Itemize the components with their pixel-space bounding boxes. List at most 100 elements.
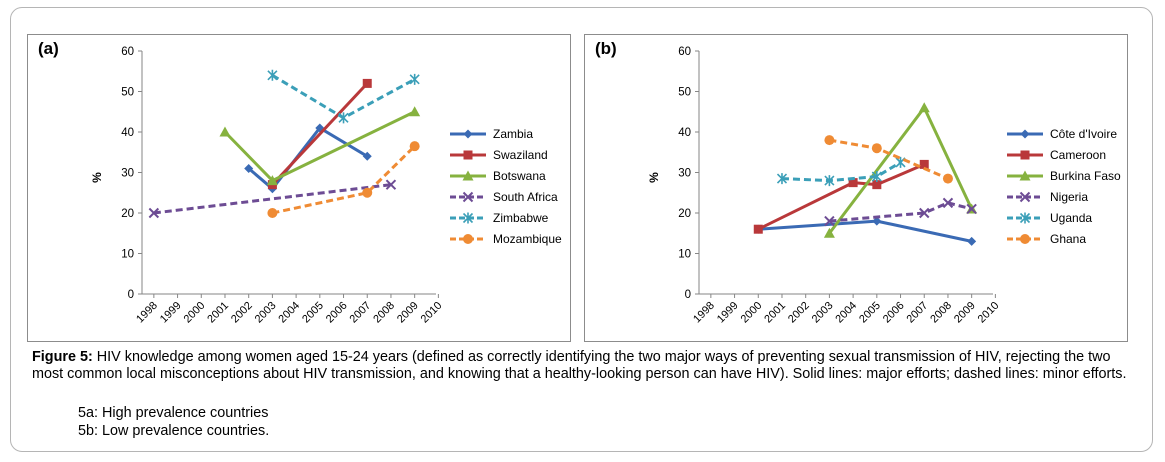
data-point-zimbabwe: [267, 69, 278, 81]
x-tick-label: 2007: [348, 300, 374, 326]
data-point-south-africa: [148, 207, 160, 219]
y-tick-label: 60: [121, 46, 134, 58]
panel-label-a: (a): [38, 39, 59, 58]
x-tick-label: 2001: [205, 300, 231, 326]
y-tick-label: 40: [121, 127, 134, 139]
chart-panel-a: 0 10 20 30 40 50 60% 1998 1999 2000 2001 2002 2003 20…: [27, 34, 571, 342]
data-point-cote-d-ivoire: [967, 236, 977, 246]
legend-marker: [462, 212, 474, 224]
series-uganda: [776, 156, 906, 187]
y-tick-label: 50: [121, 87, 134, 99]
data-point-mozambique: [267, 208, 278, 218]
legend-item-botswana: Botswana: [450, 169, 546, 183]
series-cote-d-ivoire: [753, 216, 977, 246]
legend-item-zimbabwe: Zimbabwe: [450, 211, 549, 225]
data-point-cote-d-ivoire: [872, 216, 882, 226]
x-tick-label: 2002: [786, 300, 812, 326]
data-point-ghana: [871, 143, 882, 154]
data-point-nigeria: [824, 215, 835, 227]
legend-marker: [463, 150, 473, 160]
data-point-nigeria: [919, 207, 930, 219]
x-tick-label: 1998: [691, 300, 717, 326]
legend-label: Mozambique: [493, 232, 562, 246]
data-point-ghana: [824, 135, 835, 146]
legend-label: Uganda: [1050, 211, 1092, 225]
x-tick-label: 2003: [810, 300, 836, 326]
data-point-ghana: [942, 173, 953, 184]
legend-label: Burkina Faso: [1050, 169, 1121, 183]
x-tick-label: 2005: [300, 300, 326, 326]
x-tick-label: 2010: [419, 300, 445, 326]
x-tick-label: 1998: [134, 300, 160, 326]
data-point-mozambique: [409, 141, 420, 152]
x-tick-label: 2008: [371, 300, 397, 326]
legend-item-cote-d-ivoire: Côte d'Ivoire: [1007, 127, 1117, 141]
data-point-uganda: [776, 173, 788, 185]
series-ghana: [824, 135, 953, 184]
x-tick-label: 1999: [715, 300, 741, 326]
series-line-uganda: [781, 161, 902, 183]
series-line-zambia: [247, 126, 369, 191]
legend-item-south-africa: South Africa: [450, 190, 558, 204]
y-tick-label: 10: [121, 249, 134, 261]
y-tick-label: 20: [121, 208, 134, 220]
y-tick-label: 50: [678, 87, 691, 99]
data-point-burkina-faso: [823, 227, 835, 238]
series-line-cote-d-ivoire: [758, 219, 972, 243]
data-point-cameroon: [753, 224, 763, 234]
legend-label: Cameroon: [1050, 148, 1106, 162]
legend-item-zambia: Zambia: [450, 127, 533, 141]
data-point-nigeria: [942, 197, 954, 209]
legend-label: Côte d'Ivoire: [1050, 127, 1117, 141]
legend-item-cameroon: Cameroon: [1007, 148, 1106, 162]
legend-marker: [1020, 150, 1030, 160]
data-point-cameroon: [872, 180, 882, 190]
x-tick-label: 2004: [276, 300, 302, 326]
legend-item-burkina-faso: Burkina Faso: [1007, 169, 1121, 183]
subcaption-b: 5b: Low prevalence countries.: [78, 423, 270, 439]
y-tick-label: 30: [121, 168, 134, 180]
legend-marker: [462, 191, 474, 203]
series-line-mozambique: [272, 145, 416, 215]
series-nigeria: [824, 197, 977, 227]
y-axis-label: %: [90, 172, 104, 183]
series-line-cameroon: [757, 163, 925, 231]
x-tick-label: 2010: [976, 300, 1002, 326]
series-burkina-faso: [823, 102, 978, 238]
data-point-zambia: [362, 151, 372, 161]
x-tick-label: 2001: [762, 300, 788, 326]
legend-item-uganda: Uganda: [1007, 211, 1092, 225]
y-tick-label: 60: [678, 46, 691, 58]
data-point-nigeria: [966, 203, 977, 215]
series-south-africa: [148, 179, 397, 219]
y-axis-label: %: [647, 172, 661, 183]
figure-label: Figure 5:: [32, 349, 93, 365]
data-point-botswana: [409, 106, 421, 117]
legend-marker: [463, 234, 473, 244]
legend-item-nigeria: Nigeria: [1007, 190, 1088, 204]
y-tick-label: 20: [678, 208, 691, 220]
series-botswana: [219, 106, 421, 186]
series-line-botswana: [223, 110, 416, 183]
x-tick-label: 2008: [928, 300, 954, 326]
line-chart-b: 0102030405060%19981999200020012002200320…: [647, 46, 1121, 326]
data-point-south-africa: [385, 179, 397, 190]
legend-marker: [463, 129, 473, 139]
legend-label: South Africa: [493, 190, 558, 204]
x-tick-label: 2009: [395, 300, 421, 326]
figure-caption-text: HIV knowledge among women aged 15-24 yea…: [32, 349, 1127, 382]
x-tick-label: 2003: [253, 300, 279, 326]
y-tick-label: 0: [685, 289, 691, 301]
data-point-zimbabwe: [409, 73, 420, 85]
series-line-zimbabwe: [271, 74, 416, 120]
legend-item-ghana: Ghana: [1007, 232, 1086, 246]
series-line-south-africa: [153, 183, 392, 215]
y-tick-label: 40: [678, 127, 691, 139]
data-point-botswana: [266, 175, 278, 186]
series-line-swaziland: [271, 82, 369, 186]
panel-label-b: (b): [595, 39, 617, 58]
series-swaziland: [267, 78, 372, 190]
series-zimbabwe: [267, 69, 420, 124]
x-tick-label: 2002: [229, 300, 255, 326]
legend-label: Zimbabwe: [493, 211, 549, 225]
